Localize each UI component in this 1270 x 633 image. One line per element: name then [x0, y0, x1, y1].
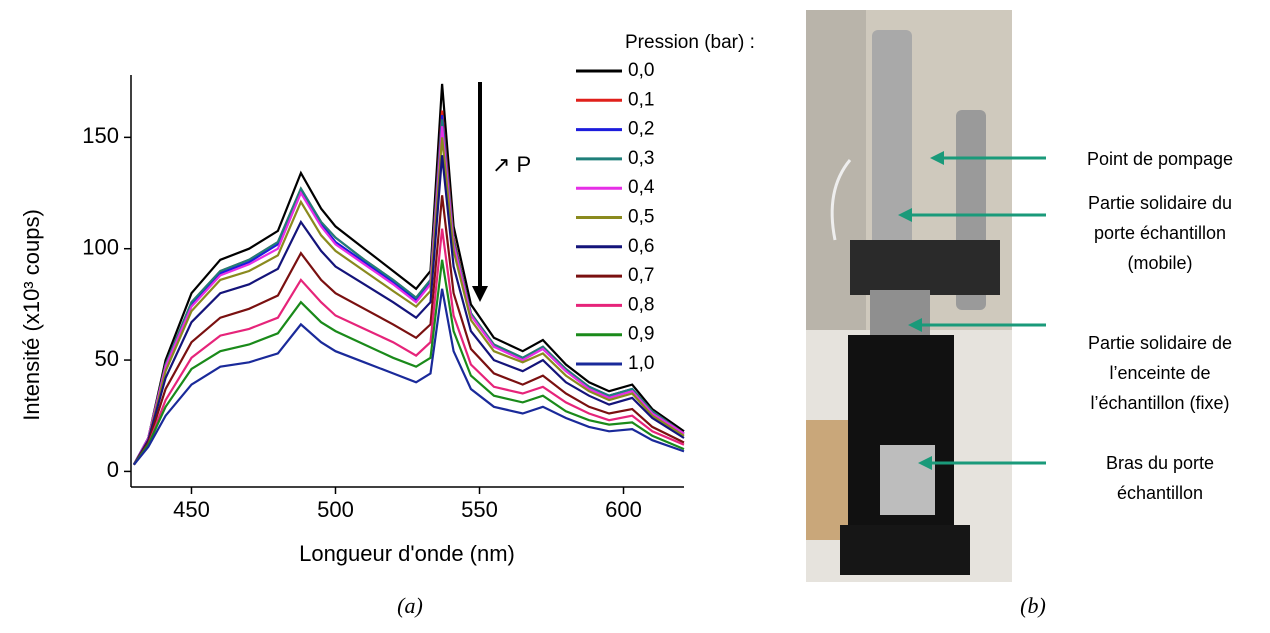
photo — [806, 10, 1012, 582]
legend-label: 0,9 — [628, 324, 654, 345]
series-line — [133, 228, 685, 466]
pointer-head — [898, 208, 912, 222]
legend-label: 0,1 — [628, 89, 654, 110]
series-line — [132, 126, 685, 466]
pointer-head — [930, 151, 944, 165]
legend-label: 0,8 — [628, 294, 654, 315]
legend-label: 0,5 — [628, 207, 654, 228]
panel-label: (a) — [397, 593, 423, 618]
legend-title: Pression (bar) : — [625, 32, 755, 53]
annotation: ↗ P — [492, 152, 531, 177]
legend-label: 0,7 — [628, 265, 654, 286]
x-tick-label: 600 — [605, 497, 642, 522]
photo-label: Partie solidaire de — [1088, 333, 1232, 353]
x-axis-label: Longueur d'onde (nm) — [299, 541, 515, 566]
photo-label: échantillon — [1117, 483, 1203, 503]
legend-label: 1,0 — [628, 353, 654, 374]
pointer-head — [918, 456, 932, 470]
series-line — [132, 137, 685, 466]
x-tick-label: 500 — [317, 497, 354, 522]
photo-label: l’échantillon (fixe) — [1090, 393, 1229, 413]
x-tick-label: 550 — [461, 497, 498, 522]
legend-label: 0,0 — [628, 60, 654, 81]
photo-label: porte échantillon — [1094, 223, 1226, 243]
series-line — [132, 115, 685, 466]
y-axis-label: Intensité (x10³ coups) — [19, 209, 44, 421]
legend-label: 0,3 — [628, 148, 654, 169]
series-line — [132, 195, 685, 466]
y-tick-label: 150 — [82, 123, 119, 148]
y-tick-label: 50 — [95, 346, 119, 371]
photo-label: (mobile) — [1127, 253, 1192, 273]
y-tick-label: 0 — [107, 457, 119, 482]
arrow-head — [472, 286, 488, 302]
panel-label: (b) — [1020, 593, 1046, 618]
series-line — [132, 155, 685, 466]
photo-label: l’enceinte de — [1109, 363, 1210, 383]
y-tick-label: 100 — [82, 235, 119, 260]
series-line — [133, 259, 685, 466]
pointer-head — [908, 318, 922, 332]
series-line — [132, 119, 685, 466]
series-line — [132, 83, 685, 466]
series-line — [133, 288, 685, 466]
photo-label: Point de pompage — [1087, 149, 1233, 169]
legend-label: 0,6 — [628, 236, 654, 257]
x-tick-label: 450 — [173, 497, 210, 522]
photo-label: Partie solidaire du — [1088, 193, 1232, 213]
legend-label: 0,2 — [628, 119, 654, 140]
photo-label: Bras du porte — [1106, 453, 1214, 473]
legend-label: 0,4 — [628, 177, 655, 198]
